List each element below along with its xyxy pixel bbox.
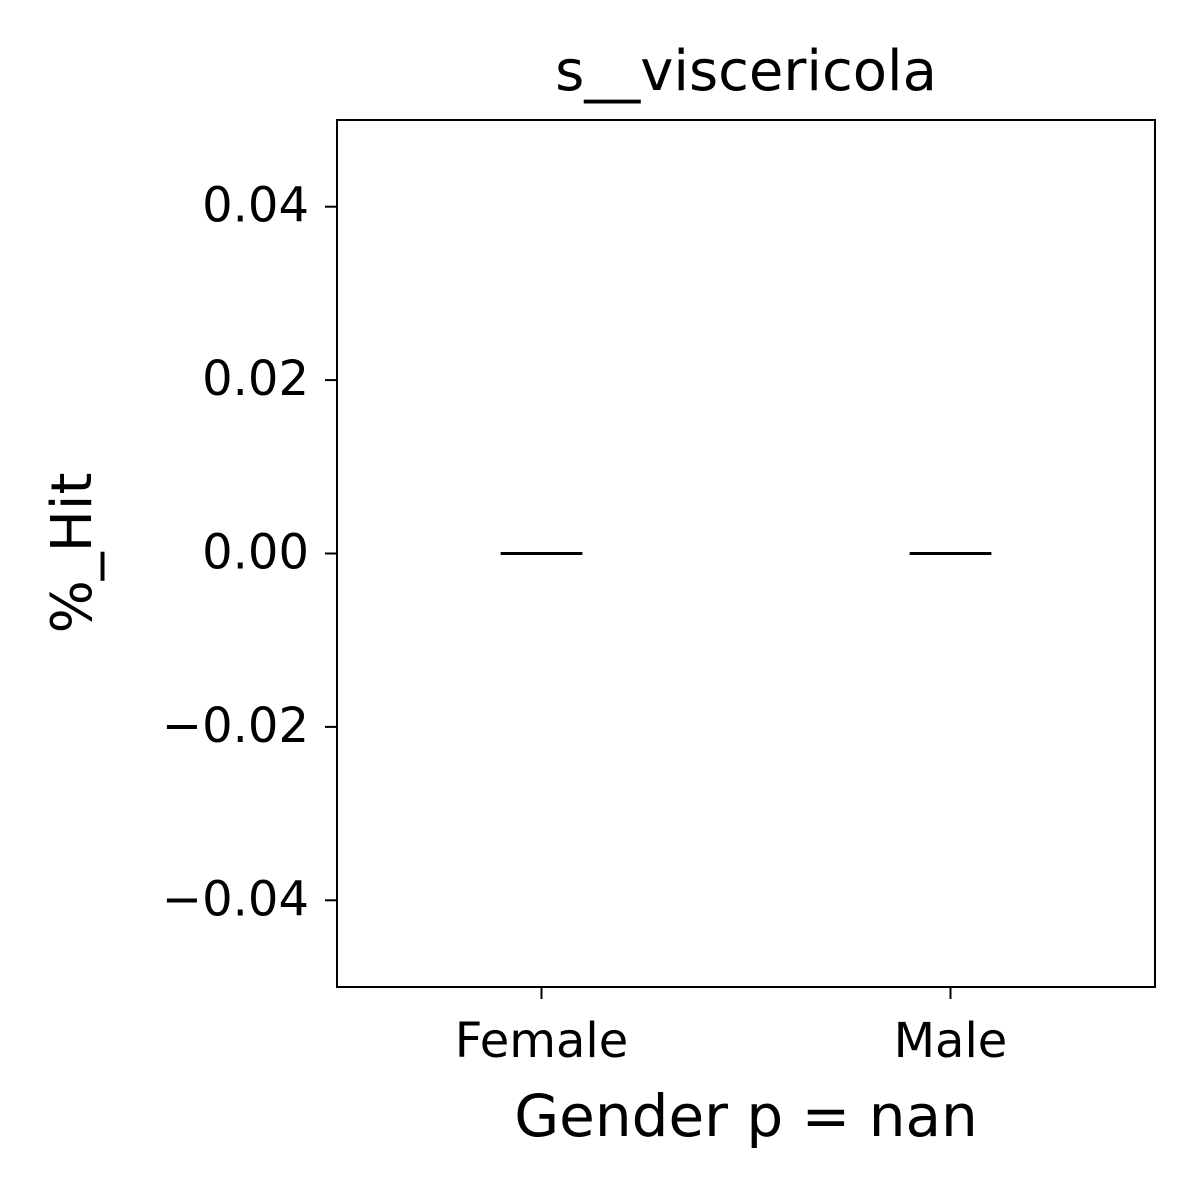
- x-axis-label: Gender p = nan: [514, 1082, 978, 1150]
- y-axis-label: %_Hit: [40, 473, 105, 634]
- x-tick-label: Female: [455, 1013, 629, 1069]
- y-tick-label: 0.04: [202, 178, 309, 234]
- y-tick-label: 0.00: [202, 525, 309, 581]
- x-tick-label: Male: [894, 1013, 1008, 1069]
- chart-title: s__viscericola: [555, 39, 937, 104]
- y-tick-label: −0.04: [162, 871, 309, 927]
- y-tick-label: −0.02: [162, 698, 309, 754]
- y-tick-label: 0.02: [202, 351, 309, 407]
